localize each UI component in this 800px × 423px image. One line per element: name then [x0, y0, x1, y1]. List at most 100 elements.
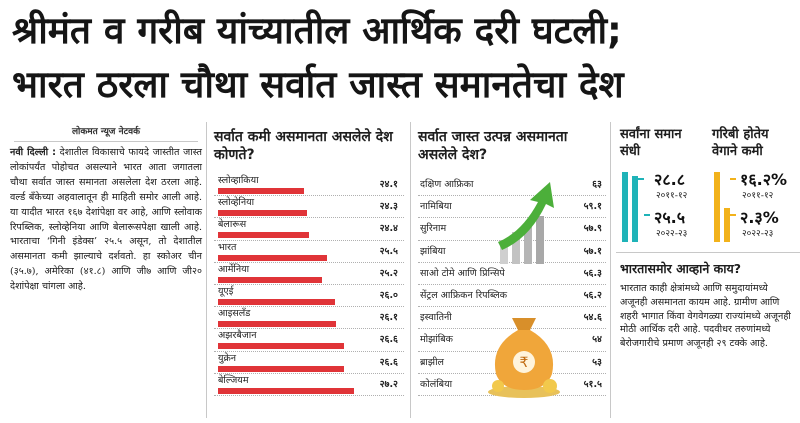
equal-opportunity-year-2011: २०११-१२ [656, 191, 688, 201]
poverty-bar-2022 [724, 208, 730, 242]
gini-value: ६३ [592, 179, 602, 190]
article-body: नवी दिल्ली : देशातील विकासाचे फायदे जास्… [10, 146, 202, 295]
inequality-bar [218, 188, 304, 194]
country-label: साओ टोमे आणि प्रिन्सिपे [420, 267, 505, 279]
country-label: यूएई [218, 285, 234, 297]
poverty-value-2011: १६.२% [740, 170, 788, 189]
equal-opportunity-value-2022: २५.५ [654, 208, 686, 227]
most-inequality-title: सर्वात जास्त उत्पन्न असमानता असलेले देश? [418, 129, 568, 163]
country-label: बेल्जियम [218, 374, 249, 386]
gini-value: ५९.१ [583, 201, 602, 213]
country-label: स्लोव्हेनिया [218, 197, 255, 209]
country-label: अझरबैजान [218, 330, 257, 342]
bar-row: युक्रेन २६.६ [214, 352, 404, 374]
bar-row: आर्मेनिया २५.२ [214, 263, 404, 285]
country-label: बेलारूस [218, 219, 247, 231]
gini-value: २६.१ [379, 312, 398, 324]
inequality-bar [218, 210, 307, 217]
article-column: लोकमत न्यूज नेटवर्क नवी दिल्ली : देशातील… [10, 122, 202, 422]
gini-value: २६.६ [379, 356, 398, 368]
gini-value: ५१.५ [583, 378, 602, 390]
headline-line-1: श्रीमंत व गरीब यांच्यातील आर्थिक दरी घटल… [12, 9, 622, 52]
stats-column: सर्वांना समान संधी गरिबी होतेय वेगाने कम… [616, 122, 800, 422]
stats-graphic [622, 172, 736, 242]
poverty-title: गरिबी होतेय वेगाने कमी [712, 127, 769, 159]
poverty-value-2022: २.३% [740, 208, 779, 227]
bar-row: भारत २५.५ [214, 241, 404, 263]
inequality-bar [218, 232, 309, 239]
gini-value: २७.२ [379, 378, 398, 390]
country-label: मोझांबिक [420, 334, 453, 346]
inequality-bar [218, 254, 327, 261]
gini-value: ५३ [592, 356, 602, 368]
column-divider [410, 122, 411, 418]
country-label: युक्रेन [218, 352, 237, 364]
column-divider [610, 122, 611, 418]
column-divider [206, 122, 207, 418]
bar-connector [730, 178, 736, 180]
bar-row: स्लोव्हाकिया २४.१ [214, 174, 404, 197]
country-label: इस्वातिनी [420, 312, 452, 324]
money-bag-icon: ₹ [488, 318, 560, 398]
svg-text:₹: ₹ [520, 355, 529, 371]
gini-value: ५६.२ [583, 289, 602, 301]
challenges-title: भारतासमोर आव्हाने काय? [620, 261, 742, 276]
bar-row: बेलारूस २४.४ [214, 218, 404, 241]
country-label: भारत [218, 241, 237, 253]
equal-opportunity-title: सर्वांना समान संधी [620, 127, 682, 159]
bar-connector [644, 214, 650, 216]
country-label: कोलंबिया [420, 378, 453, 390]
country-label: स्लोव्हाकिया [218, 175, 259, 186]
table-row: दक्षिण आफ्रिका ६३ [418, 174, 606, 197]
gini-value: ५४ [592, 334, 602, 346]
inequality-bar [218, 298, 335, 305]
country-label: सुरिनाम [420, 223, 447, 235]
bar-row: यूएई २६.० [214, 285, 404, 308]
section-divider [616, 252, 800, 253]
table-row: नामिबिया ५९.१ [418, 196, 606, 219]
inequality-bar [218, 321, 336, 328]
table-row: साओ टोमे आणि प्रिन्सिपे ५६.३ [418, 263, 606, 285]
gini-value: २४.३ [379, 201, 398, 213]
bar-connector [638, 178, 644, 180]
country-label: झांबिया [420, 245, 446, 257]
poverty-year-2022: २०२२-२३ [742, 229, 774, 239]
bar-connector [730, 214, 736, 216]
inequality-bar [218, 276, 322, 283]
headline: श्रीमंत व गरीब यांच्यातील आर्थिक दरी घटल… [0, 0, 800, 118]
equal-opportunity-bar-2011 [622, 172, 628, 242]
country-label: ब्राझील [420, 356, 444, 368]
bar-row: अझरबैजान २६.६ [214, 329, 404, 352]
country-label: नामिबिया [420, 201, 452, 213]
gini-value: २५.२ [379, 267, 398, 279]
bar-row: आइसलँड २६.१ [214, 307, 404, 330]
challenges-text: भारतात काही क्षेत्रांमध्ये आणि समुदायांम… [620, 283, 791, 350]
equal-opportunity-value-2011: २८.८ [654, 170, 686, 189]
table-row: सेंट्रल आफ्रिकन रिपब्लिक ५६.२ [418, 285, 606, 308]
least-inequality-list: स्लोव्हाकिया २४.१ स्लोव्हेनिया २४.३ बेलारूस २… [214, 174, 404, 396]
article-text: देशातील विकासाचे फायदे जास्तीत जास्त लोक… [10, 147, 202, 293]
poverty-bar-2011 [714, 172, 720, 242]
inequality-bar [218, 365, 344, 372]
gini-value: २४.४ [379, 223, 398, 235]
country-label: आर्मेनिया [218, 263, 250, 275]
dateline: नवी दिल्ली : [10, 147, 56, 158]
table-row: इस्वातिनी ५४.६ [418, 307, 606, 330]
equal-opportunity-bar-2022 [632, 176, 638, 242]
byline: लोकमत न्यूज नेटवर्क [14, 122, 198, 142]
gini-value: २६.६ [379, 334, 398, 346]
rising-arrow-icon [498, 182, 554, 264]
gini-value: ५७.१ [583, 245, 602, 257]
least-inequality-title: सर्वात कमी असमानता असलेले देश कोणते? [214, 129, 393, 163]
bar-row: बेल्जियम २७.२ [214, 374, 404, 396]
country-label: सेंट्रल आफ्रिकन रिपब्लिक [420, 289, 507, 301]
bar-row: स्लोव्हेनिया २४.३ [214, 196, 404, 219]
country-label: आइसलँड [218, 308, 251, 320]
gini-value: ५७.९ [583, 223, 602, 235]
headline-line-2: भारत ठरला चौथा सर्वात जास्त समानतेचा देश [12, 63, 624, 106]
equal-opportunity-year-2022: २०२२-२३ [656, 229, 688, 239]
inequality-bar [218, 387, 354, 394]
least-inequality-section: सर्वात कमी असमानता असलेले देश कोणते? स्ल… [214, 122, 404, 422]
poverty-year-2011: २०११-१२ [742, 191, 774, 201]
gini-value: २४.१ [379, 179, 398, 190]
